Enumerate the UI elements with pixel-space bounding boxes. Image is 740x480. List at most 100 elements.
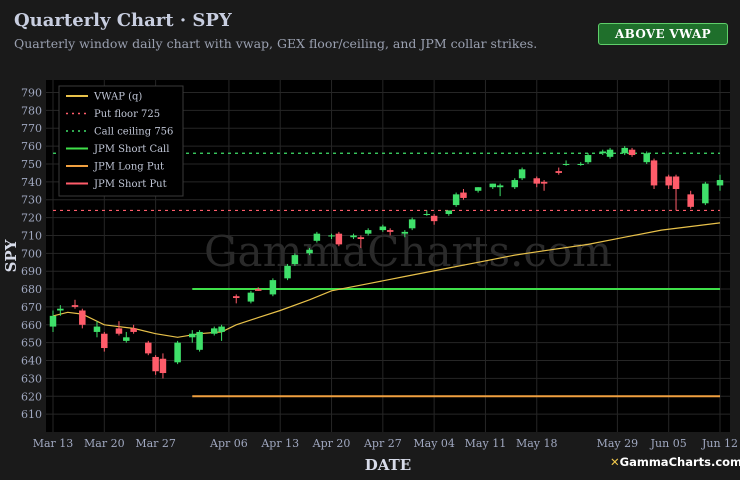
candle-body	[408, 219, 416, 229]
candle	[71, 299, 79, 309]
candle-body	[130, 328, 137, 332]
candle	[159, 353, 167, 379]
candle-body	[386, 230, 394, 232]
candle	[357, 235, 365, 248]
candle	[584, 153, 592, 164]
legend-label: Put floor 725	[94, 109, 160, 120]
candle	[511, 178, 519, 189]
y-tick-label: 700	[21, 247, 42, 260]
above-vwap-badge: ABOVE VWAP	[598, 23, 728, 45]
y-tick-label: 740	[21, 176, 42, 189]
candle-body	[328, 235, 335, 237]
candle	[145, 340, 152, 356]
candle-body	[496, 185, 504, 188]
candle-body	[269, 280, 277, 295]
candle	[474, 187, 482, 193]
candle-body	[115, 328, 123, 334]
y-tick-label: 660	[21, 319, 42, 332]
candle	[716, 174, 724, 191]
x-tick-label: Jun 05	[650, 437, 687, 450]
candle-body	[430, 215, 438, 222]
candle-body	[606, 149, 614, 157]
candle	[93, 321, 101, 338]
x-tick-label: May 04	[413, 437, 455, 450]
x-tick-label: Apr 13	[260, 437, 299, 450]
candle	[672, 174, 680, 211]
candle-body	[445, 210, 453, 215]
candle	[189, 330, 196, 343]
candle-body	[254, 289, 262, 291]
watermark: GammaCharts.com	[204, 227, 612, 276]
candle	[540, 180, 548, 191]
candle	[650, 158, 658, 189]
candle-body	[650, 160, 658, 186]
legend-label: JPM Short Call	[93, 144, 169, 155]
candle-body	[540, 181, 548, 184]
candle-body	[687, 194, 694, 207]
candle	[313, 231, 321, 243]
candle	[577, 162, 584, 166]
candle	[247, 290, 255, 304]
candle-body	[350, 235, 357, 238]
candle	[218, 324, 225, 341]
candle	[621, 146, 628, 156]
candle	[533, 176, 541, 188]
candle-body	[511, 180, 519, 188]
candle	[628, 147, 636, 157]
candle	[423, 210, 431, 216]
y-tick-label: 640	[21, 355, 42, 368]
candle	[335, 231, 343, 247]
candle-body	[489, 183, 497, 188]
x-axis-label: DATE	[365, 456, 411, 474]
candle	[284, 264, 291, 281]
legend-entry: JPM Short Put	[66, 179, 167, 190]
legend-entry: VWAP (q)	[66, 92, 142, 103]
logo-mark-icon: ✕	[610, 455, 620, 469]
candle	[115, 321, 123, 336]
chart-title: Quarterly Chart · SPY	[14, 10, 232, 31]
candle-body	[628, 149, 636, 156]
candle-body	[621, 147, 628, 154]
candle	[196, 330, 203, 352]
candle-body	[49, 315, 57, 327]
candle	[401, 230, 409, 238]
candle	[445, 210, 453, 216]
candle	[232, 294, 240, 304]
candle	[269, 278, 277, 297]
legend-label: VWAP (q)	[93, 92, 142, 103]
candle-body	[174, 342, 181, 363]
candle-body	[533, 178, 541, 184]
candle	[496, 183, 504, 197]
candle-body	[313, 233, 321, 241]
candle	[460, 188, 467, 200]
y-tick-label: 790	[21, 87, 42, 100]
y-tick-label: 630	[21, 372, 42, 385]
candle-body	[291, 255, 299, 265]
candle-body	[379, 226, 387, 231]
candle	[687, 190, 694, 209]
y-tick-label: 680	[21, 283, 42, 296]
candle	[452, 192, 460, 207]
candle	[379, 224, 387, 232]
candle-body	[364, 230, 372, 234]
candle-body	[218, 326, 225, 332]
y-tick-label: 610	[21, 408, 42, 421]
candle-body	[152, 356, 159, 372]
candle-body	[159, 358, 167, 374]
x-tick-label: Mar 13	[33, 437, 74, 450]
candle	[518, 167, 526, 181]
candle	[350, 233, 357, 240]
x-tick-label: May 29	[597, 437, 639, 450]
gammacharts-logo: ✕GammaCharts.com	[610, 455, 740, 469]
x-tick-label: Apr 27	[363, 437, 402, 450]
legend-entry: JPM Long Put	[66, 162, 164, 173]
candle-body	[196, 331, 203, 350]
candle	[211, 326, 218, 336]
y-tick-label: 690	[21, 265, 42, 278]
candle-body	[716, 180, 724, 186]
candle	[123, 331, 130, 343]
candle	[702, 181, 709, 206]
candle	[254, 287, 262, 291]
candle	[49, 310, 57, 332]
legend-label: JPM Long Put	[93, 162, 164, 173]
